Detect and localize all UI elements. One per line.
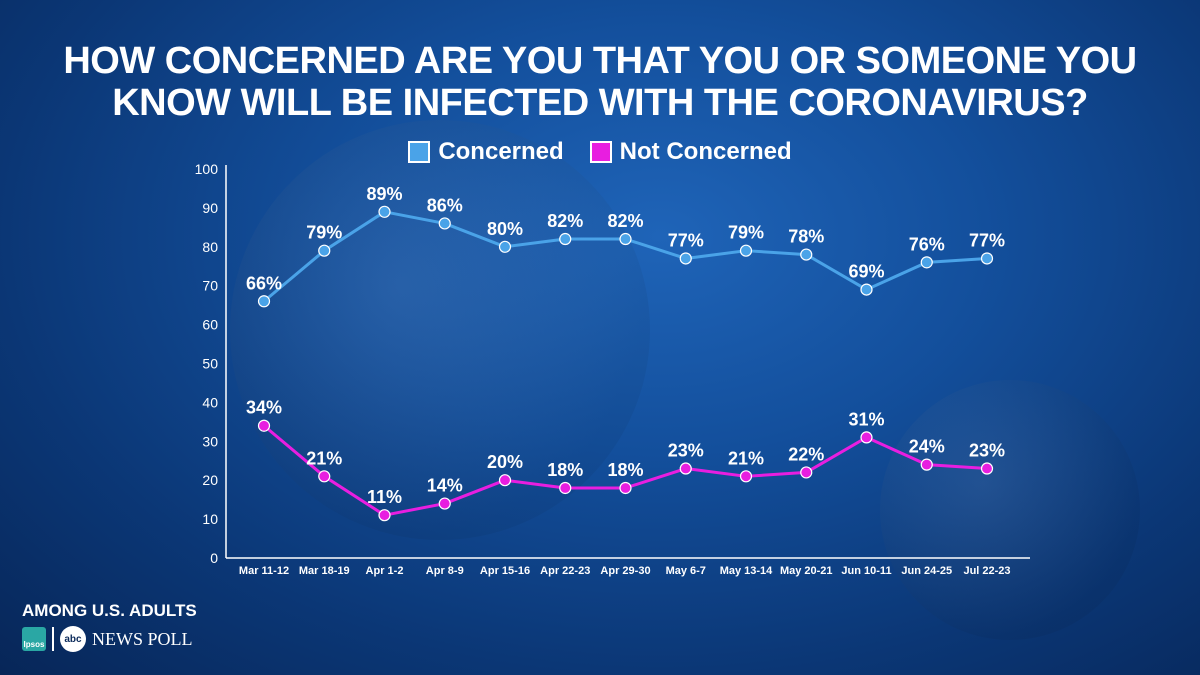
data-point	[318, 470, 331, 483]
data-label: 77%	[668, 230, 704, 250]
data-point	[679, 462, 692, 475]
data-point	[800, 248, 813, 261]
y-tick-label: 70	[202, 278, 218, 294]
data-point	[619, 232, 632, 246]
y-tick-label: 80	[202, 239, 218, 255]
legend-swatch-not-concerned	[589, 141, 612, 163]
x-tick-label: Apr 1-2	[366, 565, 404, 577]
abc-logo-text: abc	[64, 633, 82, 645]
data-point	[378, 205, 391, 218]
data-point	[498, 474, 512, 487]
data-point	[860, 283, 873, 296]
data-point	[378, 509, 391, 522]
data-point	[438, 497, 451, 510]
data-label: 89%	[366, 184, 402, 204]
data-point	[920, 458, 933, 471]
logo-separator	[52, 627, 54, 651]
legend-item-concerned: Concerned	[408, 138, 564, 166]
chart-title: HOW CONCERNED ARE YOU THAT YOU OR SOMEON…	[0, 40, 1200, 124]
x-tick-label: Jun 24-25	[901, 565, 952, 577]
legend-label-not-concerned: Not Concerned	[619, 138, 792, 165]
data-point	[679, 252, 692, 265]
data-label: 18%	[547, 460, 583, 480]
data-label: 82%	[547, 211, 583, 231]
y-tick-label: 100	[195, 161, 219, 177]
x-tick-label: Apr 22-23	[540, 565, 590, 577]
data-label: 34%	[246, 398, 282, 418]
data-label: 86%	[427, 195, 463, 215]
y-tick-label: 90	[202, 200, 218, 216]
legend-swatch-concerned	[408, 141, 431, 163]
data-label: 77%	[969, 230, 1005, 250]
x-tick-label: May 13-14	[720, 565, 773, 577]
x-tick-label: Mar 18-19	[299, 565, 350, 577]
y-tick-label: 50	[202, 356, 218, 372]
y-tick-label: 30	[202, 433, 218, 449]
ipsos-logo-text: Ipsos	[23, 640, 45, 649]
data-point	[980, 462, 994, 475]
data-point	[257, 419, 271, 432]
data-label: 80%	[487, 219, 523, 239]
y-tick-label: 40	[202, 394, 218, 410]
y-tick-label: 20	[202, 472, 218, 488]
data-label: 11%	[367, 487, 402, 507]
y-tick-label: 10	[202, 511, 218, 527]
data-label: 14%	[427, 476, 463, 496]
abc-logo: abc	[60, 626, 86, 652]
data-label: 66%	[246, 273, 282, 293]
x-tick-label: Mar 11-12	[239, 565, 289, 577]
legend: Concerned Not Concerned	[0, 138, 1200, 166]
legend-item-not-concerned: Not Concerned	[589, 138, 792, 166]
data-label: 21%	[306, 448, 342, 468]
data-label: 76%	[909, 234, 945, 254]
y-tick-label: 0	[210, 550, 218, 566]
data-point	[860, 431, 873, 444]
data-point	[559, 232, 572, 246]
data-point	[318, 244, 331, 257]
y-tick-label: 60	[202, 317, 218, 333]
data-label: 79%	[306, 223, 342, 243]
chart-title-line-2: KNOW WILL BE INFECTED WITH THE CORONAVIR…	[112, 82, 1088, 124]
data-point	[619, 481, 632, 495]
x-tick-label: May 6-7	[666, 565, 706, 577]
data-label: 21%	[728, 448, 764, 468]
x-tick-label: Apr 29-30	[600, 565, 650, 577]
data-label: 18%	[607, 460, 643, 480]
data-label: 23%	[668, 441, 704, 461]
ipsos-logo: Ipsos	[22, 627, 46, 651]
data-point	[800, 466, 813, 479]
x-tick-label: Apr 15-16	[480, 565, 530, 577]
data-point	[438, 217, 451, 230]
data-point	[739, 470, 753, 483]
data-label: 20%	[487, 452, 523, 472]
footer-label: AMONG U.S. ADULTS	[22, 601, 197, 620]
data-point	[257, 295, 271, 308]
data-label: 69%	[848, 262, 884, 282]
x-tick-label: May 20-21	[780, 565, 833, 577]
data-label: 22%	[788, 444, 824, 464]
data-label: 31%	[848, 409, 884, 429]
data-label: 79%	[728, 223, 764, 243]
data-label: 24%	[909, 437, 945, 457]
legend-label-concerned: Concerned	[438, 138, 564, 165]
x-tick-label: Jul 22-23	[963, 565, 1010, 577]
data-label: 78%	[788, 227, 824, 247]
x-tick-label: Apr 8-9	[426, 565, 464, 577]
data-point	[498, 240, 512, 253]
data-label: 23%	[969, 441, 1005, 461]
news-poll-label: NEWS POLL	[92, 628, 193, 649]
data-point	[980, 252, 994, 265]
data-point	[920, 256, 933, 269]
x-tick-label: Jun 10-11	[841, 565, 891, 577]
data-label: 82%	[607, 211, 643, 231]
data-point	[559, 481, 572, 495]
data-point	[739, 244, 753, 257]
chart-title-line-1: HOW CONCERNED ARE YOU THAT YOU OR SOMEON…	[63, 40, 1137, 82]
logos: Ipsos abc NEWS POLL	[22, 626, 193, 652]
